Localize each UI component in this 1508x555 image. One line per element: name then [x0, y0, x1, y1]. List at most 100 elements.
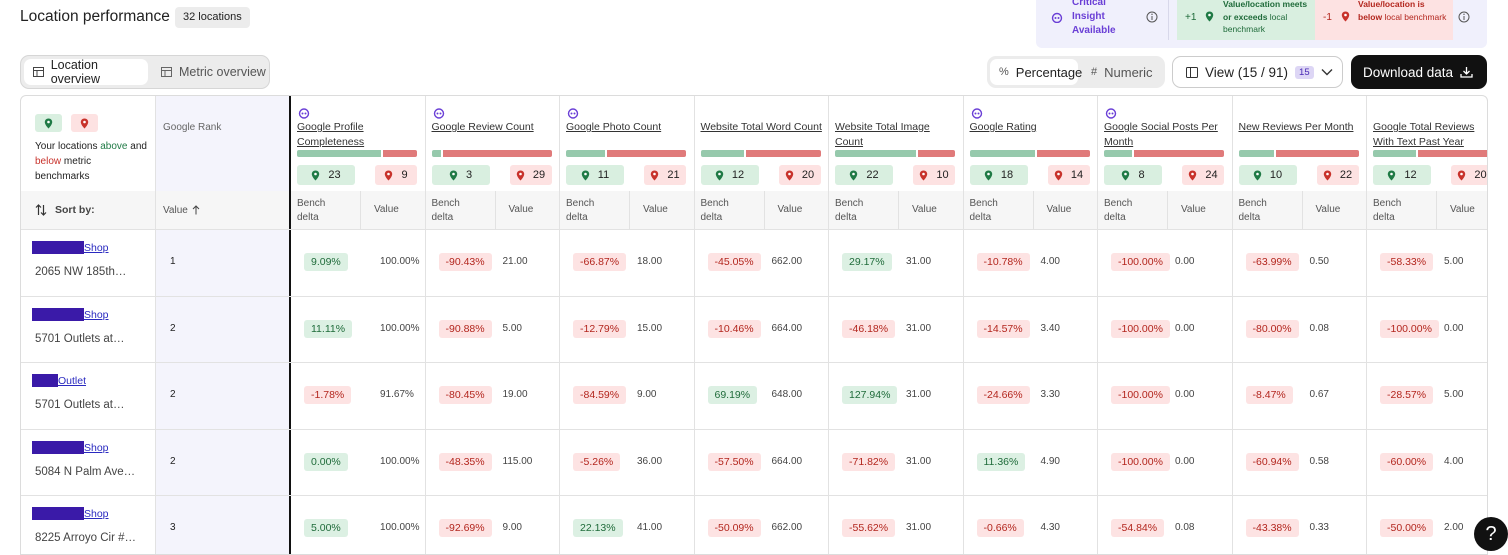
bar-below [917, 150, 955, 157]
sort-icon [35, 204, 47, 216]
pin-icon [785, 170, 794, 180]
metric-value: 0.33 [1309, 522, 1329, 533]
metric-name[interactable]: Google Rating [969, 121, 1037, 133]
mode-option[interactable]: % Percentage [990, 59, 1082, 85]
mode-option[interactable]: # Numeric [1091, 64, 1153, 80]
bench-delta: -58.33% [1380, 253, 1434, 271]
download-button[interactable]: Download data [1351, 55, 1487, 89]
bench-delta: -1.78% [304, 386, 352, 404]
bench-delta: -55.62% [842, 519, 896, 537]
count: 11 [597, 169, 610, 181]
location-name[interactable]: Shop [32, 241, 109, 254]
delta-header[interactable]: Bench delta [431, 198, 460, 223]
insight-icon [567, 106, 579, 119]
value-header[interactable]: Value [508, 204, 534, 215]
metric-name[interactable]: Google Profile Completeness [297, 121, 365, 148]
metric-name[interactable]: Website Total Word Count [700, 121, 822, 133]
bench-delta: 29.17% [842, 253, 892, 271]
rank-column-bg [156, 96, 290, 554]
metric-value: 2.00 [1444, 522, 1464, 533]
count: 10 [1269, 169, 1283, 181]
metric-value: 31.00 [906, 256, 932, 267]
rank-value-header[interactable]: Value [163, 191, 200, 229]
metric-value: 4.90 [1040, 455, 1060, 467]
redacted [32, 440, 84, 454]
benchmark-intro: Your locations above and below metric be… [35, 139, 147, 184]
metric-name[interactable]: Google Review Count [431, 121, 534, 133]
metric-name[interactable]: Website Total Image Count [835, 121, 930, 148]
sort-arrow [192, 205, 200, 215]
value-header[interactable]: Value [1315, 204, 1341, 215]
mode-toggle: % Percentage # Numeric [987, 56, 1165, 88]
column-divider [693, 96, 695, 554]
count-below: 14 [1047, 165, 1090, 185]
above-sign: +1 [1185, 12, 1197, 23]
pin-icon [44, 118, 53, 128]
metric-name[interactable]: New Reviews Per Month [1238, 121, 1354, 133]
value-header[interactable]: Value [643, 204, 668, 215]
help-button[interactable]: ? [1474, 517, 1508, 551]
column-divider [828, 96, 829, 554]
bar-above [566, 150, 606, 157]
metric-value: 0.08 [1175, 522, 1195, 533]
bar-below [745, 150, 821, 157]
subheader-bg [21, 191, 1487, 229]
location-address: 5701 Outlets at… [35, 399, 125, 411]
count: 22 [1339, 169, 1353, 181]
delta-header[interactable]: Bench delta [1373, 198, 1402, 223]
metric-value: 41.00 [637, 522, 663, 533]
bench-delta: -84.59% [573, 386, 627, 404]
delta-header[interactable]: Bench delta [566, 198, 595, 223]
metric-value: 91.67% [380, 389, 414, 400]
metric-name[interactable]: Google Photo Count [566, 121, 662, 133]
location-name[interactable]: Shop [32, 440, 109, 454]
bar-below [1276, 150, 1359, 157]
delta-header[interactable]: Bench delta [700, 198, 729, 223]
pin-icon [385, 170, 393, 180]
delta-header[interactable]: Bench delta [1104, 198, 1133, 223]
location-name[interactable]: Shop [32, 307, 109, 321]
info-icon[interactable] [1146, 11, 1158, 23]
delta-header[interactable]: Bench delta [1238, 198, 1267, 223]
bench-delta: -54.84% [1111, 519, 1165, 537]
delta-header[interactable]: Bench delta [969, 198, 998, 223]
metric-value: 9.00 [502, 522, 522, 533]
metric-value: 31.00 [906, 522, 932, 533]
metric-value: 18.00 [637, 256, 663, 267]
value-header[interactable]: Value [777, 204, 803, 215]
intro-text: below [35, 156, 62, 167]
sort-label: Sort by: [55, 204, 95, 216]
info-icon[interactable] [1458, 11, 1470, 23]
location-name[interactable]: Shop [32, 507, 109, 520]
column-divider [559, 96, 560, 554]
view-button[interactable]: View (15 / 91) 15 [1172, 56, 1343, 88]
column-header[interactable]: Google Rank [163, 122, 222, 133]
metric-value: 5.00 [502, 322, 522, 334]
count-below: 29 [509, 165, 552, 185]
value-header[interactable]: Value [374, 204, 399, 215]
count-above: 10 [1238, 165, 1297, 185]
column-divider [1231, 96, 1233, 554]
tab[interactable]: Metric overview [161, 59, 266, 85]
value-header[interactable]: Value [1181, 204, 1206, 215]
delta-header[interactable]: Bench delta [835, 198, 864, 223]
pin-icon [581, 170, 589, 180]
value-header[interactable]: Value [912, 204, 937, 215]
location-name[interactable]: Outlet [32, 374, 86, 387]
metric-value: 0.67 [1309, 389, 1329, 400]
tab[interactable]: Location overview [24, 58, 148, 86]
metric-name[interactable]: Google Social Posts Per Month [1104, 121, 1218, 148]
bench-delta: 127.94% [842, 386, 898, 404]
count-above: 12 [700, 165, 759, 185]
sort-control[interactable]: Sort by: [35, 191, 95, 229]
metric-value: 0.50 [1309, 256, 1329, 267]
metric-name[interactable]: Google Total Reviews With Text Past Year [1373, 121, 1475, 148]
bench-delta: -12.79% [573, 319, 627, 338]
below-legend-text: Value/location is below local benchmark [1358, 0, 1448, 23]
below-sign: -1 [1323, 12, 1332, 23]
bench-delta: -50.00% [1380, 519, 1434, 537]
value-header[interactable]: Value [1450, 204, 1475, 215]
delta-header[interactable]: Bench delta [297, 198, 326, 223]
value-header[interactable]: Value [1046, 204, 1072, 215]
